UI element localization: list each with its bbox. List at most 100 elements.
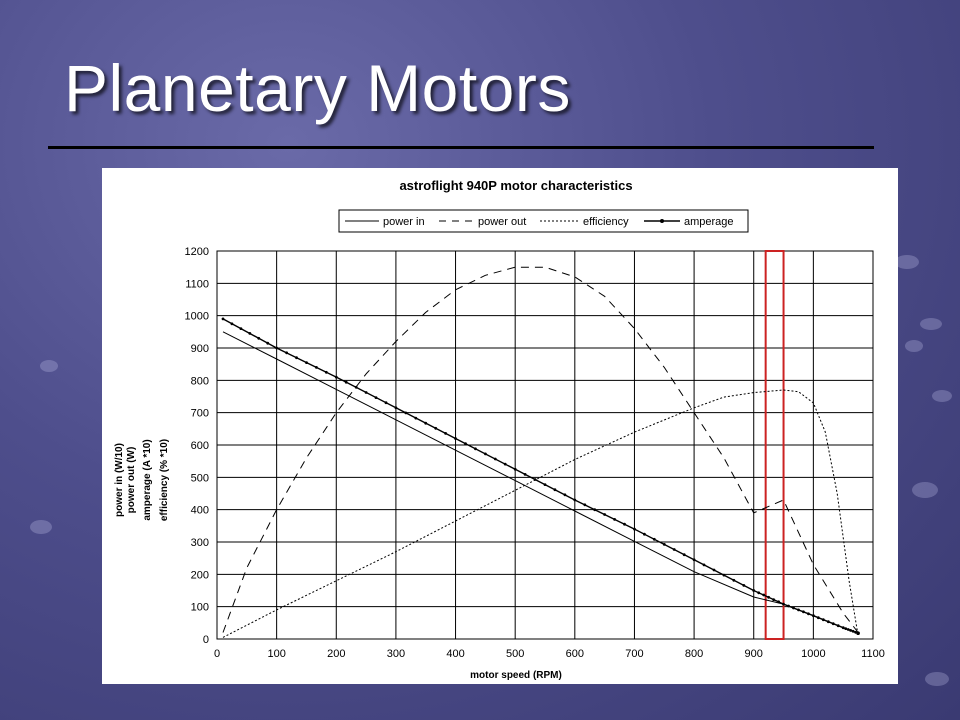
x-tick-label: 1100 [861, 648, 885, 660]
amperage-marker [503, 462, 507, 466]
amperage-marker [812, 614, 815, 618]
amperage-marker [767, 595, 770, 599]
y-tick-label: 300 [191, 537, 209, 549]
amperage-marker [533, 478, 537, 481]
series-line-power-out [222, 266, 859, 633]
y-tick-label: 1100 [185, 278, 209, 290]
amperage-marker [643, 532, 646, 536]
legend-box [338, 209, 749, 233]
y-tick-label: 200 [191, 569, 209, 581]
amperage-marker [772, 598, 775, 601]
amperage-marker [802, 610, 805, 614]
amperage-marker [849, 629, 852, 632]
y-tick-label: 900 [191, 343, 209, 355]
amperage-marker [444, 432, 447, 435]
y-tick-label: 0 [203, 634, 209, 646]
amperage-marker [593, 508, 597, 512]
slide-title: Planetary Motors [64, 51, 571, 125]
legend-label-efficiency: efficiency [583, 216, 629, 228]
amperage-marker [722, 573, 726, 577]
y-tick-label: 800 [191, 375, 209, 387]
amperage-marker [553, 488, 557, 492]
x-tick-label: 400 [446, 648, 464, 660]
background-bubble [925, 672, 949, 686]
x-tick-label: 600 [566, 648, 584, 660]
x-tick-label: 500 [506, 648, 524, 660]
amperage-marker [692, 558, 696, 562]
amperage-marker [464, 442, 467, 446]
amperage-marker [230, 322, 234, 326]
amperage-marker [613, 518, 616, 521]
legend-label-power-in: power in [383, 216, 425, 228]
amperage-marker [844, 627, 848, 630]
amperage-marker [374, 396, 378, 399]
y-tick-label: 1200 [185, 246, 209, 258]
amperage-marker [563, 493, 567, 497]
amperage-marker [305, 361, 308, 364]
amperage-marker [523, 473, 527, 476]
amperage-marker [573, 498, 577, 502]
title-underline [48, 146, 874, 149]
amperage-marker [821, 618, 825, 622]
series-line-efficiency [222, 389, 859, 638]
amperage-marker [334, 375, 338, 379]
y-axis-label-line: efficiency (% *10) [159, 439, 170, 521]
highlight-layer [764, 250, 785, 640]
chart-panel: astroflight 940P motor characteristics p… [102, 168, 898, 684]
amperage-marker [493, 457, 497, 461]
amperage-marker [414, 416, 418, 420]
amperage-marker [474, 447, 477, 451]
x-tick-label: 200 [327, 648, 345, 660]
y-tick-label: 500 [191, 472, 209, 484]
amperage-marker [807, 612, 810, 616]
amperage-marker [762, 593, 766, 597]
amperage-marker [364, 391, 368, 394]
amperage-marker [384, 401, 388, 405]
amperage-marker [732, 578, 736, 582]
x-tick-label: 300 [387, 648, 405, 660]
amperage-marker [583, 503, 587, 507]
chart-title: astroflight 940P motor characteristics [399, 178, 632, 193]
amperage-marker [782, 602, 785, 606]
y-axis-label-line: power out (W) [126, 447, 137, 514]
amperage-marker [513, 467, 517, 471]
legend-swatch-amperage-marker [660, 219, 664, 223]
x-tick-label: 700 [625, 648, 643, 660]
x-tick-label: 0 [214, 648, 220, 660]
amperage-marker [424, 421, 428, 425]
amperage-marker [757, 591, 761, 595]
amperage-marker [792, 606, 795, 610]
amperage-marker [354, 385, 358, 389]
amperage-marker [543, 483, 547, 486]
plot-grid [216, 250, 874, 640]
amperage-marker [854, 630, 857, 634]
amperage-marker [652, 537, 656, 541]
x-tick-label: 1000 [801, 648, 825, 660]
amperage-marker [434, 426, 438, 430]
x-axis-label: motor speed (RPM) [470, 670, 562, 681]
amperage-marker [275, 346, 278, 350]
y-axis-label: power in (W/10) power out (W) amperage (… [114, 439, 170, 521]
amperage-marker [394, 406, 398, 410]
amperage-marker [797, 608, 800, 612]
amperage-marker [603, 513, 606, 516]
amperage-marker [712, 568, 716, 572]
amperage-marker [266, 341, 270, 345]
amperage-marker [248, 332, 252, 335]
tick-labels: 0 100 200 300 400 500 600 700 800 900 1000 1100 0 100… [185, 246, 885, 660]
amperage-marker [831, 622, 835, 626]
background-bubble [905, 340, 923, 352]
y-tick-label: 100 [191, 602, 209, 614]
legend-label-power-out: power out [478, 216, 526, 228]
x-tick-label: 900 [745, 648, 763, 660]
amperage-marker [777, 600, 780, 604]
chart-legend: power in power out efficiency amperage [338, 209, 749, 233]
background-bubble [920, 318, 942, 330]
amperage-marker [851, 629, 855, 633]
amperage-marker [295, 356, 298, 360]
amperage-marker [623, 522, 626, 526]
amperage-marker [344, 380, 348, 384]
amperage-marker [239, 327, 243, 330]
amperage-marker [682, 553, 686, 557]
amperage-marker [841, 626, 845, 630]
